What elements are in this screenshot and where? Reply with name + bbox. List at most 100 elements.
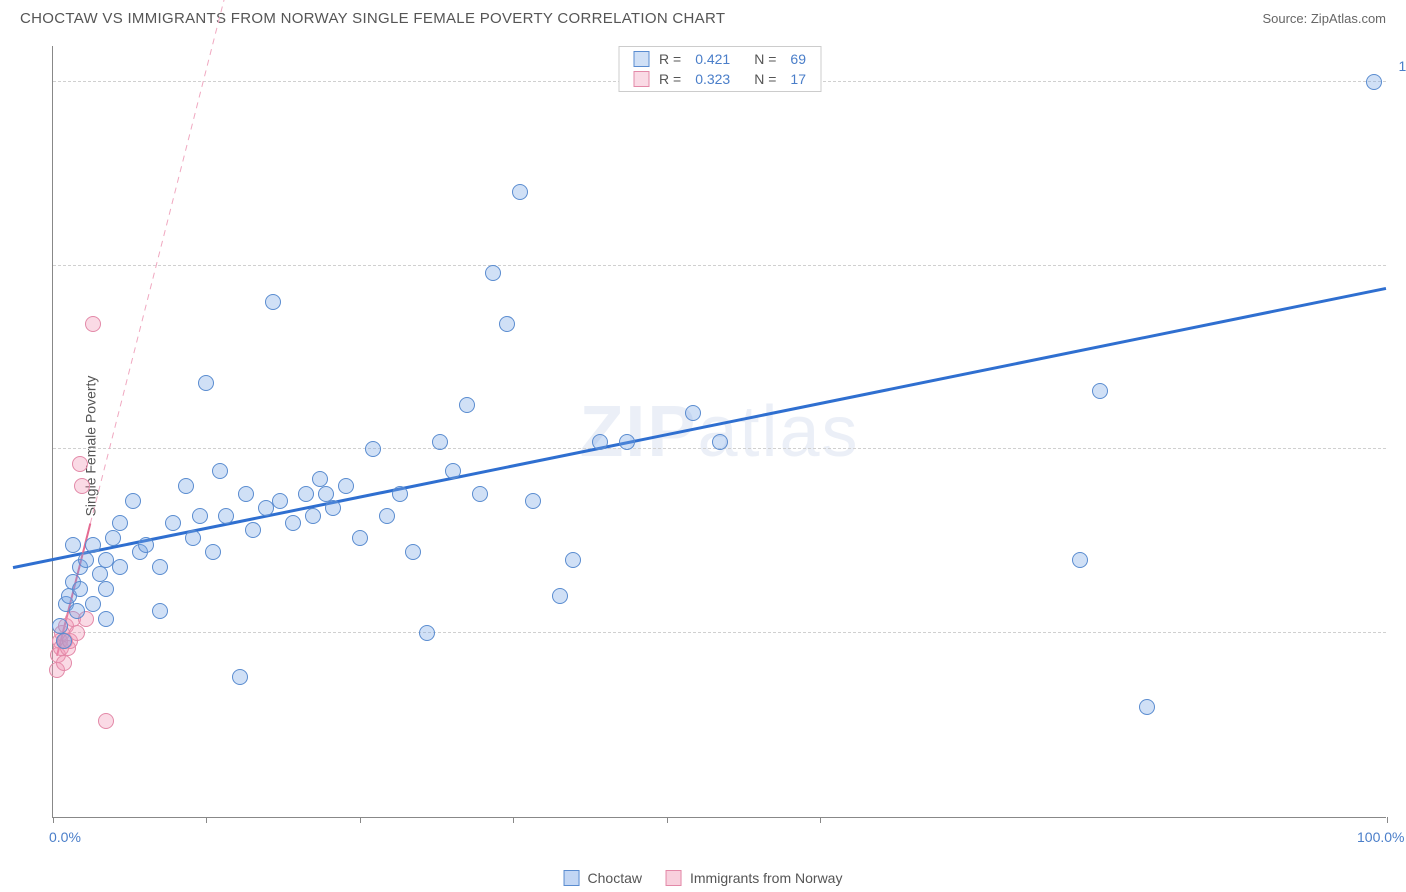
regression-lines [53,46,1386,817]
data-point [499,316,515,332]
x-tick [360,817,361,823]
data-point [112,515,128,531]
data-point [318,486,334,502]
legend-n-value: 69 [790,51,806,67]
data-point [178,478,194,494]
watermark: ZIPatlas [579,391,859,473]
data-point [619,434,635,450]
x-tick [513,817,514,823]
data-point [1366,74,1382,90]
chart-plot-area: ZIPatlas 25.0%50.0%75.0%100.0%0.0%100.0%… [52,46,1386,818]
data-point [112,559,128,575]
data-point [685,405,701,421]
data-point [305,508,321,524]
data-point [56,655,72,671]
legend-correlation-row: R = 0.421 N = 69 [619,49,820,69]
data-point [298,486,314,502]
data-point [56,633,72,649]
data-point [445,463,461,479]
data-point [325,500,341,516]
data-point [85,596,101,612]
data-point [74,478,90,494]
data-point [72,581,88,597]
data-point [712,434,728,450]
legend-r-label: R = [659,71,681,87]
data-point [232,669,248,685]
y-tick-label: 25.0% [1391,609,1406,625]
data-point [272,493,288,509]
x-tick [53,817,54,823]
data-point [392,486,408,502]
legend-n-label: N = [754,71,776,87]
data-point [419,625,435,641]
data-point [69,603,85,619]
legend-swatch [633,71,649,87]
data-point [85,537,101,553]
chart-title: CHOCTAW VS IMMIGRANTS FROM NORWAY SINGLE… [20,10,725,27]
data-point [198,375,214,391]
data-point [98,713,114,729]
data-point [152,559,168,575]
data-point [98,611,114,627]
legend-r-value: 0.421 [695,51,730,67]
data-point [72,456,88,472]
data-point [92,566,108,582]
legend-correlation-row: R = 0.323 N = 17 [619,69,820,89]
data-point [1072,552,1088,568]
data-point [192,508,208,524]
data-point [65,537,81,553]
data-point [218,508,234,524]
data-point [1092,383,1108,399]
x-tick [1387,817,1388,823]
data-point [52,618,68,634]
data-point [85,316,101,332]
data-point [338,478,354,494]
data-point [485,265,501,281]
data-point [472,486,488,502]
data-point [78,552,94,568]
data-point [265,294,281,310]
legend-series-item: Choctaw [564,870,642,886]
x-tick-label: 0.0% [49,829,81,845]
data-point [98,581,114,597]
data-point [212,463,228,479]
gridline-h [53,265,1386,266]
x-tick [820,817,821,823]
x-tick-label: 100.0% [1357,829,1404,845]
data-point [185,530,201,546]
x-tick [206,817,207,823]
data-point [205,544,221,560]
data-point [379,508,395,524]
data-point [365,441,381,457]
data-point [285,515,301,531]
legend-correlation: R = 0.421 N = 69 R = 0.323 N = 17 [618,46,821,92]
data-point [125,493,141,509]
data-point [165,515,181,531]
data-point [238,486,254,502]
y-tick-label: 50.0% [1391,425,1406,441]
data-point [105,530,121,546]
legend-n-label: N = [754,51,776,67]
legend-r-value: 0.323 [695,71,730,87]
data-point [1139,699,1155,715]
legend-swatch [666,870,682,886]
data-point [432,434,448,450]
y-tick-label: 75.0% [1391,242,1406,258]
legend-r-label: R = [659,51,681,67]
x-tick [667,817,668,823]
data-point [245,522,261,538]
y-tick-label: 100.0% [1391,58,1406,74]
data-point [525,493,541,509]
data-point [138,537,154,553]
data-point [352,530,368,546]
legend-series-label: Immigrants from Norway [690,870,842,886]
data-point [552,588,568,604]
data-point [565,552,581,568]
data-point [459,397,475,413]
legend-series: Choctaw Immigrants from Norway [564,870,843,886]
data-point [592,434,608,450]
legend-n-value: 17 [790,71,806,87]
data-point [512,184,528,200]
chart-source: Source: ZipAtlas.com [1262,11,1386,26]
gridline-h [53,632,1386,633]
